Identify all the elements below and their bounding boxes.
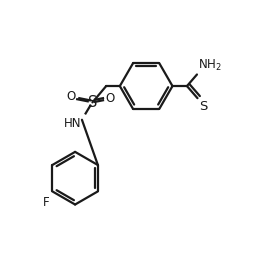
Text: F: F bbox=[43, 196, 49, 209]
Text: S: S bbox=[199, 100, 207, 113]
Text: S: S bbox=[88, 95, 97, 110]
Text: O: O bbox=[106, 92, 115, 105]
Text: O: O bbox=[66, 90, 76, 103]
Text: NH$_2$: NH$_2$ bbox=[198, 58, 222, 74]
Text: HN: HN bbox=[64, 117, 81, 130]
